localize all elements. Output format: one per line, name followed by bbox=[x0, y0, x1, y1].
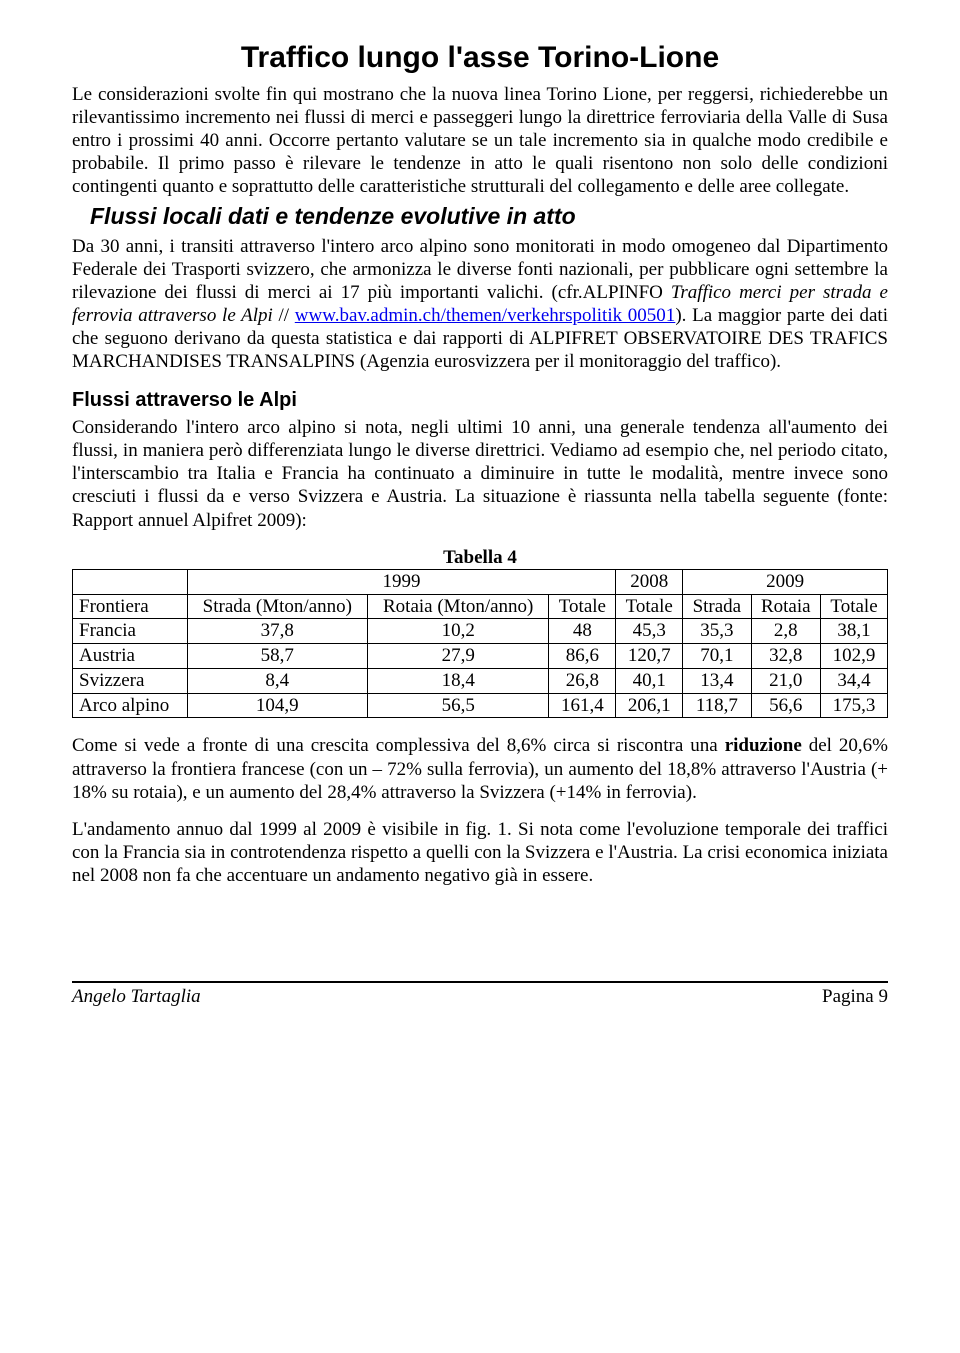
cell: 13,4 bbox=[683, 668, 751, 693]
cell: Francia bbox=[73, 619, 188, 644]
cell: 2,8 bbox=[751, 619, 821, 644]
cell: 45,3 bbox=[616, 619, 683, 644]
cell: 161,4 bbox=[549, 693, 616, 718]
bold-text: riduzione bbox=[725, 735, 802, 756]
paragraph-flussi-locali: Da 30 anni, i transiti attraverso l'inte… bbox=[72, 235, 888, 374]
cell-header: Rotaia bbox=[751, 594, 821, 619]
cell: 58,7 bbox=[187, 644, 367, 669]
cell: 56,5 bbox=[367, 693, 548, 718]
paragraph-flussi-alpi: Considerando l'intero arco alpino si not… bbox=[72, 416, 888, 532]
table-row: Francia 37,8 10,2 48 45,3 35,3 2,8 38,1 bbox=[73, 619, 888, 644]
cell-header: Strada (Mton/anno) bbox=[187, 594, 367, 619]
cell: 8,4 bbox=[187, 668, 367, 693]
table-row: Svizzera 8,4 18,4 26,8 40,1 13,4 21,0 34… bbox=[73, 668, 888, 693]
cell-header: Strada bbox=[683, 594, 751, 619]
table-tabella-4: 1999 2008 2009 Frontiera Strada (Mton/an… bbox=[72, 569, 888, 719]
cell: 175,3 bbox=[821, 693, 888, 718]
cell: Svizzera bbox=[73, 668, 188, 693]
cell: 21,0 bbox=[751, 668, 821, 693]
table-row: 1999 2008 2009 bbox=[73, 569, 888, 594]
paragraph-trend: L'andamento annuo dal 1999 al 2009 è vis… bbox=[72, 818, 888, 888]
cell: 26,8 bbox=[549, 668, 616, 693]
cell-header: Rotaia (Mton/anno) bbox=[367, 594, 548, 619]
cell bbox=[73, 569, 188, 594]
link-bav-admin[interactable]: www.bav.admin.ch/themen/verkehrspolitik … bbox=[295, 305, 676, 326]
cell-year: 2008 bbox=[616, 569, 683, 594]
cell-header: Totale bbox=[821, 594, 888, 619]
cell: 120,7 bbox=[616, 644, 683, 669]
cell: 206,1 bbox=[616, 693, 683, 718]
cell-header: Totale bbox=[549, 594, 616, 619]
cell: 48 bbox=[549, 619, 616, 644]
table-row: Arco alpino 104,9 56,5 161,4 206,1 118,7… bbox=[73, 693, 888, 718]
intro-paragraph: Le considerazioni svolte fin qui mostran… bbox=[72, 83, 888, 199]
cell: 56,6 bbox=[751, 693, 821, 718]
text: // bbox=[273, 305, 295, 326]
cell: 118,7 bbox=[683, 693, 751, 718]
cell: 18,4 bbox=[367, 668, 548, 693]
cell: 34,4 bbox=[821, 668, 888, 693]
cell: 40,1 bbox=[616, 668, 683, 693]
section-heading-flussi-locali: Flussi locali dati e tendenze evolutive … bbox=[72, 202, 888, 230]
cell-year: 1999 bbox=[187, 569, 616, 594]
footer-page-number: Pagina 9 bbox=[822, 985, 888, 1008]
cell: Arco alpino bbox=[73, 693, 188, 718]
cell: 38,1 bbox=[821, 619, 888, 644]
footer-author: Angelo Tartaglia bbox=[72, 985, 201, 1008]
cell-header: Totale bbox=[616, 594, 683, 619]
cell-header: Frontiera bbox=[73, 594, 188, 619]
cell: 32,8 bbox=[751, 644, 821, 669]
text: Come si vede a fronte di una crescita co… bbox=[72, 735, 725, 756]
page-title: Traffico lungo l'asse Torino-Lione bbox=[72, 40, 888, 77]
section-heading-flussi-alpi: Flussi attraverso le Alpi bbox=[72, 388, 888, 412]
table-caption: Tabella 4 bbox=[72, 546, 888, 569]
cell: 104,9 bbox=[187, 693, 367, 718]
cell: 27,9 bbox=[367, 644, 548, 669]
cell: Austria bbox=[73, 644, 188, 669]
cell: 35,3 bbox=[683, 619, 751, 644]
cell-year: 2009 bbox=[683, 569, 888, 594]
cell: 70,1 bbox=[683, 644, 751, 669]
table-row: Austria 58,7 27,9 86,6 120,7 70,1 32,8 1… bbox=[73, 644, 888, 669]
cell: 102,9 bbox=[821, 644, 888, 669]
cell: 86,6 bbox=[549, 644, 616, 669]
cell: 10,2 bbox=[367, 619, 548, 644]
page-footer: Angelo Tartaglia Pagina 9 bbox=[72, 981, 888, 1008]
paragraph-summary: Come si vede a fronte di una crescita co… bbox=[72, 734, 888, 804]
cell: 37,8 bbox=[187, 619, 367, 644]
table-row: Frontiera Strada (Mton/anno) Rotaia (Mto… bbox=[73, 594, 888, 619]
